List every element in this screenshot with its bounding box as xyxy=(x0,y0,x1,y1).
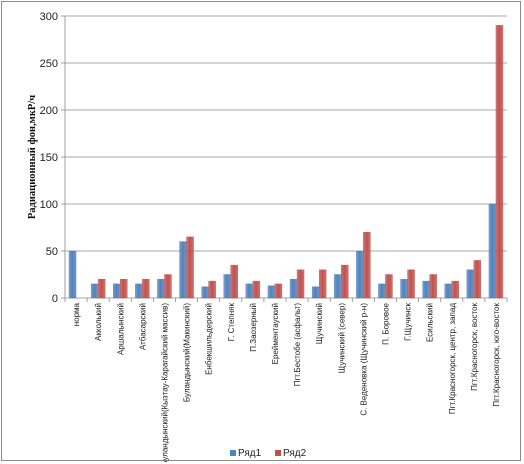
bar-s2-7 xyxy=(230,264,238,299)
bar-s1-9 xyxy=(267,285,276,299)
legend-swatch-1 xyxy=(230,450,236,456)
bar-s1-2 xyxy=(113,283,121,299)
x-tick-label-11: Щучинский xyxy=(315,303,324,344)
x-tick-label-17: Пгт.Красногорск, центр, запад xyxy=(448,303,457,414)
bar-s2-19 xyxy=(495,25,504,299)
bar-s2-3 xyxy=(142,279,150,299)
y-tick-label-100: 100 xyxy=(40,199,58,211)
bar-s2-14 xyxy=(385,274,393,299)
bar-s1-7 xyxy=(223,274,231,299)
bar-s2-6 xyxy=(208,280,216,299)
bar-s2-1 xyxy=(97,279,106,299)
bar-s2-16 xyxy=(429,274,437,299)
bar-s1-16 xyxy=(422,280,430,299)
bar-s1-13 xyxy=(356,250,364,299)
x-tick-label-14: П. Боровое xyxy=(381,302,390,344)
bar-s1-14 xyxy=(378,283,386,299)
legend-label-2: Ряд2 xyxy=(283,448,307,459)
bar-s2-18 xyxy=(473,260,482,299)
bar-s1-6 xyxy=(201,286,209,299)
y-tick-label-50: 50 xyxy=(46,246,58,258)
bar-s2-2 xyxy=(120,279,128,299)
bar-s1-18 xyxy=(466,269,475,299)
gridlines xyxy=(65,15,507,252)
x-tick-label-7: Г. Степняк xyxy=(227,303,236,342)
bar-s2-5 xyxy=(186,236,194,299)
bar-s2-11 xyxy=(318,269,327,299)
bar-s2-12 xyxy=(341,264,349,299)
bar-s1-1 xyxy=(90,283,99,299)
x-tick-label-15: Г.Щучинск xyxy=(404,303,413,341)
bar-s1-12 xyxy=(334,274,342,299)
bar-s2-8 xyxy=(252,280,261,299)
bar-s1-15 xyxy=(400,279,408,299)
x-tick-label-0: норма xyxy=(72,302,81,326)
x-tick-label-19: Пгт.Красногорск, юго-восток xyxy=(492,303,501,407)
y-axis-label: Радиационный фон,мкР/ч xyxy=(27,95,38,219)
x-tick-label-1: Акколький xyxy=(94,303,103,341)
y-tick-label-250: 250 xyxy=(40,58,58,70)
legend-label-1: Ряд1 xyxy=(238,448,262,459)
bar-s2-4 xyxy=(164,274,172,299)
y-tick-label-150: 150 xyxy=(40,152,58,164)
legend: Ряд1 Ряд2 xyxy=(230,448,307,459)
x-tick-label-18: Пгт.Красногорск, восток xyxy=(470,303,479,391)
bar-s1-0 xyxy=(68,250,77,299)
y-tick-label-300: 300 xyxy=(40,11,58,23)
x-tick-label-8: П.Заозерный xyxy=(249,303,258,352)
x-tick-label-6: Енбекшильдерский xyxy=(205,303,214,375)
x-tick-label-10: Пгт.Бестобе (асфальт) xyxy=(293,303,302,387)
bar-s2-10 xyxy=(296,269,305,299)
x-tick-label-9: Ерейментауский xyxy=(271,303,280,364)
bar-s1-3 xyxy=(135,283,143,299)
y-tick-label-0: 0 xyxy=(52,293,58,305)
x-tick-label-16: Есильский xyxy=(426,303,435,342)
category-labels: норма Акколький Аршалынский Атбасарский Була… xyxy=(64,298,508,462)
x-tick-label-2: Аршалынский xyxy=(116,303,125,355)
bar-s1-17 xyxy=(444,283,452,299)
y-tick-label-200: 200 xyxy=(40,105,58,117)
bar-s2-15 xyxy=(407,269,415,299)
bar-s1-10 xyxy=(289,279,298,299)
bar-s1-5 xyxy=(179,241,187,299)
bar-s1-19 xyxy=(488,203,497,299)
y-tick-labels: 0 50 100 150 200 250 300 xyxy=(40,11,65,305)
legend-swatch-2 xyxy=(275,450,281,456)
bar-s1-11 xyxy=(311,286,320,299)
x-tick-label-5: Буландынский(Макинский) xyxy=(183,303,192,402)
bar-s1-8 xyxy=(245,283,254,299)
bar-s2-9 xyxy=(274,283,283,299)
bar-s1-4 xyxy=(157,279,165,299)
x-tick-label-3: Атбасарский xyxy=(138,303,147,350)
x-tick-label-12: Щучинский (север) xyxy=(337,303,346,374)
bars xyxy=(68,25,504,299)
bar-s2-13 xyxy=(363,231,371,299)
x-tick-label-4: Буландынский(Кызтау-Карагайский массив) xyxy=(160,303,169,462)
bar-s2-17 xyxy=(451,280,459,299)
x-tick-label-13: С. Веденовка (Щучинский р-н) xyxy=(359,303,368,416)
